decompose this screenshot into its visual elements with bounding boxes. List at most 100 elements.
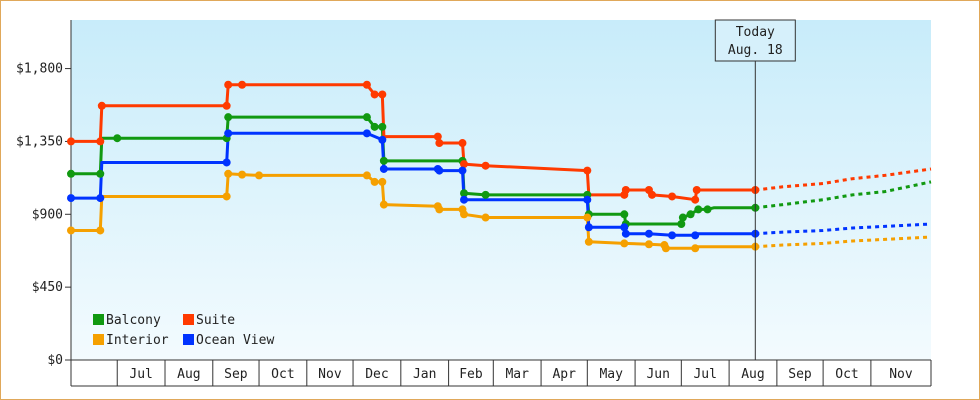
today-date-label: Aug. 18 — [728, 43, 783, 58]
data-point-ocean-view — [620, 223, 629, 232]
data-point-suite — [648, 190, 657, 199]
data-point-ocean-view — [96, 194, 105, 203]
x-tick-label: Feb — [459, 367, 483, 382]
data-point-suite — [97, 101, 106, 110]
data-point-balcony — [460, 189, 469, 198]
data-point-interior — [661, 244, 670, 253]
data-point-suite — [435, 139, 444, 148]
data-point-interior — [583, 213, 592, 222]
data-point-balcony — [686, 210, 695, 219]
data-point-ocean-view — [224, 129, 233, 138]
x-tick-label: Nov — [318, 367, 342, 382]
data-point-interior — [481, 213, 490, 222]
legend-label-interior: Interior — [106, 333, 169, 348]
data-point-suite — [67, 137, 75, 146]
x-tick-label: Sep — [224, 367, 248, 382]
today-label: Today — [736, 25, 775, 40]
y-tick-label: $1,800 — [16, 62, 63, 77]
data-point-suite — [362, 80, 371, 89]
data-point-balcony — [224, 113, 233, 122]
x-tick-label: May — [599, 367, 623, 382]
legend-swatch-suite — [183, 314, 194, 325]
data-point-balcony — [113, 134, 122, 143]
data-point-balcony — [481, 190, 490, 199]
data-point-suite — [224, 80, 233, 89]
data-point-ocean-view — [362, 129, 371, 138]
data-point-balcony — [694, 205, 703, 214]
x-tick-label: Mar — [505, 367, 529, 382]
legend-label-ocean-view: Ocean View — [196, 333, 274, 348]
legend: Balcony Suite Interior Ocean View — [93, 313, 274, 348]
data-point-suite — [433, 132, 442, 141]
data-point-suite — [370, 90, 379, 99]
x-tick-label: Oct — [271, 367, 294, 382]
y-tick-label: $450 — [32, 280, 63, 295]
data-point-balcony — [96, 169, 105, 178]
data-point-ocean-view — [460, 195, 469, 204]
data-point-ocean-view — [668, 231, 677, 240]
data-point-suite — [691, 195, 700, 204]
data-point-ocean-view — [644, 229, 653, 238]
data-point-ocean-view — [621, 229, 630, 238]
data-point-interior — [222, 192, 231, 201]
data-point-ocean-view — [458, 166, 467, 175]
x-axis: Jul Aug Sep Oct Nov Dec Jan Feb Mar Apr May Jun Jul A… — [71, 359, 932, 387]
data-point-interior — [644, 240, 653, 249]
x-tick-label: Dec — [365, 367, 388, 382]
data-point-suite — [583, 166, 592, 175]
data-point-balcony — [379, 156, 388, 165]
x-tick-label: Jul — [129, 367, 152, 382]
y-tick-label: $1,350 — [16, 134, 63, 149]
y-tick-label: $900 — [32, 207, 63, 222]
legend-label-balcony: Balcony — [106, 313, 161, 328]
markers-layer — [67, 80, 760, 253]
data-point-suite — [481, 161, 490, 170]
data-point-balcony — [362, 113, 371, 122]
data-point-balcony — [703, 205, 712, 214]
data-point-balcony — [370, 122, 379, 131]
data-point-interior — [224, 169, 233, 178]
data-point-balcony — [620, 210, 629, 219]
data-point-suite — [621, 186, 630, 194]
today-marker: Today Aug. 18 — [714, 19, 796, 360]
plot-area — [71, 20, 931, 360]
y-tick-label: $0 — [47, 353, 63, 368]
x-tick-label: Jan — [413, 367, 436, 382]
data-point-suite — [460, 160, 469, 169]
data-point-interior — [379, 200, 388, 209]
data-point-interior — [362, 171, 371, 180]
data-point-interior — [370, 177, 379, 186]
data-point-balcony — [378, 122, 387, 131]
data-point-suite — [222, 101, 231, 110]
today-box — [714, 19, 796, 62]
data-point-balcony — [67, 169, 75, 178]
data-point-interior — [620, 239, 629, 248]
y-axis: $0 $450 $900 $1,350 $1,800 — [16, 20, 72, 386]
data-point-ocean-view — [435, 166, 444, 175]
data-point-interior — [96, 226, 105, 235]
x-tick-label: Jul — [693, 367, 716, 382]
data-point-ocean-view — [691, 231, 700, 240]
x-tick-label: Jun — [646, 367, 669, 382]
series-projection-ocean-view — [755, 222, 932, 236]
data-point-suite — [96, 137, 105, 146]
data-point-ocean-view — [583, 195, 592, 204]
x-tick-label: Apr — [552, 367, 576, 382]
data-point-suite — [668, 192, 677, 201]
data-point-suite — [378, 90, 387, 99]
data-point-interior — [435, 205, 444, 214]
x-tick-label: Nov — [889, 367, 913, 382]
data-point-balcony — [677, 220, 686, 228]
series-projection-interior — [755, 235, 932, 249]
x-tick-label: Aug — [177, 367, 200, 382]
data-point-interior — [378, 177, 387, 186]
x-tick-label: Oct — [835, 367, 858, 382]
data-point-interior — [691, 244, 700, 253]
data-point-suite — [238, 80, 247, 89]
data-point-suite — [458, 139, 467, 148]
data-point-interior — [460, 210, 469, 219]
legend-swatch-ocean-view — [183, 334, 194, 345]
data-point-interior — [584, 237, 593, 246]
legend-swatch-interior — [93, 334, 104, 345]
